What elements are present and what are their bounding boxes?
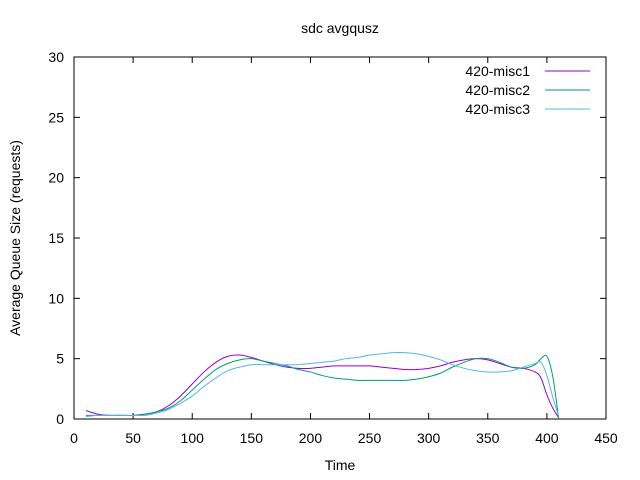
y-tick-label: 20 [48, 170, 64, 186]
y-tick-label: 30 [48, 49, 64, 65]
series-line-3 [85, 351, 560, 418]
x-tick-label: 0 [70, 430, 78, 446]
x-tick-label: 100 [181, 430, 205, 446]
chart-title: sdc avgqusz [301, 20, 379, 36]
legend-label-1: 420-misc1 [465, 63, 530, 79]
x-tick-label: 450 [594, 430, 618, 446]
legend-label-3: 420-misc3 [465, 101, 530, 117]
x-tick-label: 200 [299, 430, 323, 446]
plot-area: 0 50 100 150 200 250 300 350 400 450 0 5 10 15 20 25 30 4… [48, 49, 617, 446]
x-tick-label: 250 [358, 430, 382, 446]
y-axis-label: Average Queue Size (requests) [7, 140, 23, 336]
y-tick-label: 5 [56, 351, 64, 367]
x-tick-label: 400 [535, 430, 559, 446]
x-axis-label: Time [325, 457, 356, 473]
y-tick-label: 0 [56, 411, 64, 427]
x-tick-label: 300 [417, 430, 441, 446]
y-tick-label: 15 [48, 230, 64, 246]
series-line-2 [85, 354, 560, 420]
x-tick-label: 350 [476, 430, 500, 446]
y-tick-label: 10 [48, 290, 64, 306]
series-line-1 [85, 354, 560, 419]
legend-label-2: 420-misc2 [465, 82, 530, 98]
x-tick-label: 150 [240, 430, 264, 446]
x-tick-label: 50 [125, 430, 141, 446]
y-tick-label: 25 [48, 109, 64, 125]
